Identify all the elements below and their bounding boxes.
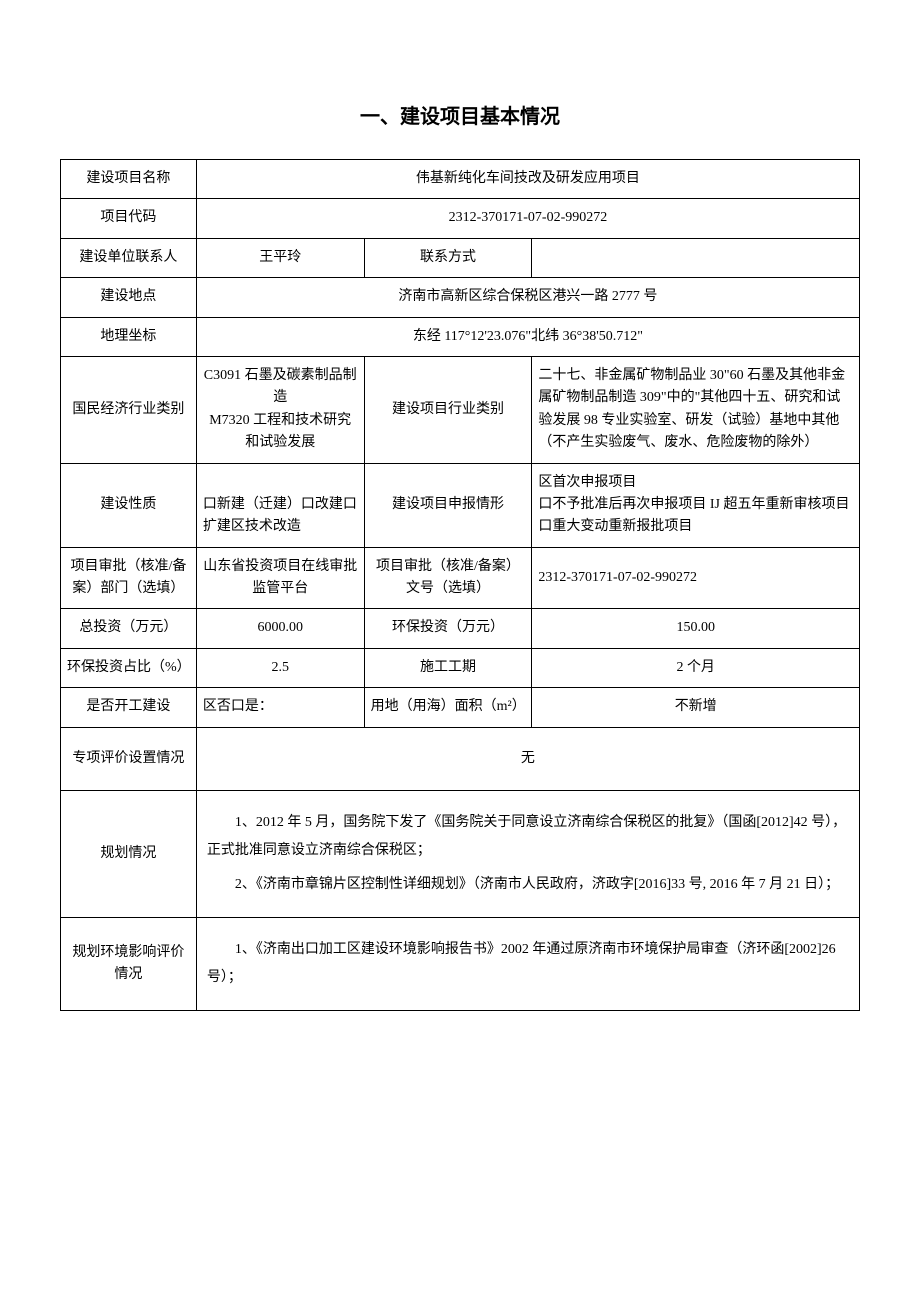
value-nature: 口新建（迁建）口改建口扩建区技术改造 bbox=[196, 463, 364, 547]
value-contact-method bbox=[532, 238, 860, 277]
value-declare-form: 区首次申报项目 口不予批准后再次申报项目 IJ 超五年重新审核项目口重大变动重新… bbox=[532, 463, 860, 547]
table-row: 建设性质 口新建（迁建）口改建口扩建区技术改造 建设项目申报情形 区首次申报项目… bbox=[61, 463, 860, 547]
label-industry: 国民经济行业类别 bbox=[61, 356, 197, 463]
table-row: 是否开工建设 区否口是： 用地（用海）面积（m²） 不新增 bbox=[61, 688, 860, 727]
label-project-industry: 建设项目行业类别 bbox=[364, 356, 532, 463]
table-row: 建设项目名称 伟基新纯化车间技改及研发应用项目 bbox=[61, 160, 860, 199]
table-row: 环保投资占比（%） 2.5 施工工期 2 个月 bbox=[61, 648, 860, 687]
value-env-investment: 150.00 bbox=[532, 609, 860, 648]
label-approval-dept: 项目审批（核准/备案）部门（选填） bbox=[61, 547, 197, 609]
label-project-name: 建设项目名称 bbox=[61, 160, 197, 199]
label-coords: 地理坐标 bbox=[61, 317, 197, 356]
project-info-table: 建设项目名称 伟基新纯化车间技改及研发应用项目 项目代码 2312-370171… bbox=[60, 159, 860, 1011]
label-env-ratio: 环保投资占比（%） bbox=[61, 648, 197, 687]
value-contact-person: 王平玲 bbox=[196, 238, 364, 277]
label-land-area: 用地（用海）面积（m²） bbox=[364, 688, 532, 727]
value-started: 区否口是： bbox=[196, 688, 364, 727]
label-env-investment: 环保投资（万元） bbox=[364, 609, 532, 648]
label-special-eval: 专项评价设置情况 bbox=[61, 727, 197, 790]
label-approval-no: 项目审批（核准/备案）文号（选填） bbox=[364, 547, 532, 609]
label-declare-form: 建设项目申报情形 bbox=[364, 463, 532, 547]
value-env-planning: 1、《济南出口加工区建设环境影响报告书》2002 年通过原济南市环境保护局审查（… bbox=[196, 918, 859, 1011]
table-row: 建设单位联系人 王平玲 联系方式 bbox=[61, 238, 860, 277]
table-row: 国民经济行业类别 C3091 石墨及碳素制品制造 M7320 工程和技术研究和试… bbox=[61, 356, 860, 463]
table-row: 地理坐标 东经 117°12'23.076"北纬 36°38'50.712" bbox=[61, 317, 860, 356]
value-land-area: 不新增 bbox=[532, 688, 860, 727]
value-project-name: 伟基新纯化车间技改及研发应用项目 bbox=[196, 160, 859, 199]
label-location: 建设地点 bbox=[61, 278, 197, 317]
value-project-code: 2312-370171-07-02-990272 bbox=[196, 199, 859, 238]
label-contact-method: 联系方式 bbox=[364, 238, 532, 277]
value-approval-dept: 山东省投资项目在线审批监管平台 bbox=[196, 547, 364, 609]
value-approval-no: 2312-370171-07-02-990272 bbox=[532, 547, 860, 609]
label-construction-period: 施工工期 bbox=[364, 648, 532, 687]
env-planning-p1: 1、《济南出口加工区建设环境影响报告书》2002 年通过原济南市环境保护局审查（… bbox=[207, 936, 849, 992]
table-row: 项目审批（核准/备案）部门（选填） 山东省投资项目在线审批监管平台 项目审批（核… bbox=[61, 547, 860, 609]
table-row: 专项评价设置情况 无 bbox=[61, 727, 860, 790]
value-env-ratio: 2.5 bbox=[196, 648, 364, 687]
table-row: 规划环境影响评价情况 1、《济南出口加工区建设环境影响报告书》2002 年通过原… bbox=[61, 918, 860, 1011]
label-contact-person: 建设单位联系人 bbox=[61, 238, 197, 277]
label-project-code: 项目代码 bbox=[61, 199, 197, 238]
value-project-industry: 二十七、非金属矿物制品业 30"60 石墨及其他非金属矿物制品制造 309"中的… bbox=[532, 356, 860, 463]
page-title: 一、建设项目基本情况 bbox=[60, 100, 860, 129]
planning-p1: 1、2012 年 5 月，国务院下发了《国务院关于同意设立济南综合保税区的批复》… bbox=[207, 809, 849, 865]
table-row: 总投资（万元） 6000.00 环保投资（万元） 150.00 bbox=[61, 609, 860, 648]
value-special-eval: 无 bbox=[196, 727, 859, 790]
label-env-planning: 规划环境影响评价情况 bbox=[61, 918, 197, 1011]
value-total-investment: 6000.00 bbox=[196, 609, 364, 648]
value-coords: 东经 117°12'23.076"北纬 36°38'50.712" bbox=[196, 317, 859, 356]
label-total-investment: 总投资（万元） bbox=[61, 609, 197, 648]
label-planning: 规划情况 bbox=[61, 791, 197, 918]
table-row: 建设地点 济南市高新区综合保税区港兴一路 2777 号 bbox=[61, 278, 860, 317]
label-nature: 建设性质 bbox=[61, 463, 197, 547]
value-location: 济南市高新区综合保税区港兴一路 2777 号 bbox=[196, 278, 859, 317]
value-planning: 1、2012 年 5 月，国务院下发了《国务院关于同意设立济南综合保税区的批复》… bbox=[196, 791, 859, 918]
value-construction-period: 2 个月 bbox=[532, 648, 860, 687]
label-started: 是否开工建设 bbox=[61, 688, 197, 727]
table-row: 规划情况 1、2012 年 5 月，国务院下发了《国务院关于同意设立济南综合保税… bbox=[61, 791, 860, 918]
value-industry: C3091 石墨及碳素制品制造 M7320 工程和技术研究和试验发展 bbox=[196, 356, 364, 463]
table-row: 项目代码 2312-370171-07-02-990272 bbox=[61, 199, 860, 238]
planning-p2: 2、《济南市章锦片区控制性详细规划》（济南市人民政府，济政字[2016]33 号… bbox=[207, 871, 849, 899]
